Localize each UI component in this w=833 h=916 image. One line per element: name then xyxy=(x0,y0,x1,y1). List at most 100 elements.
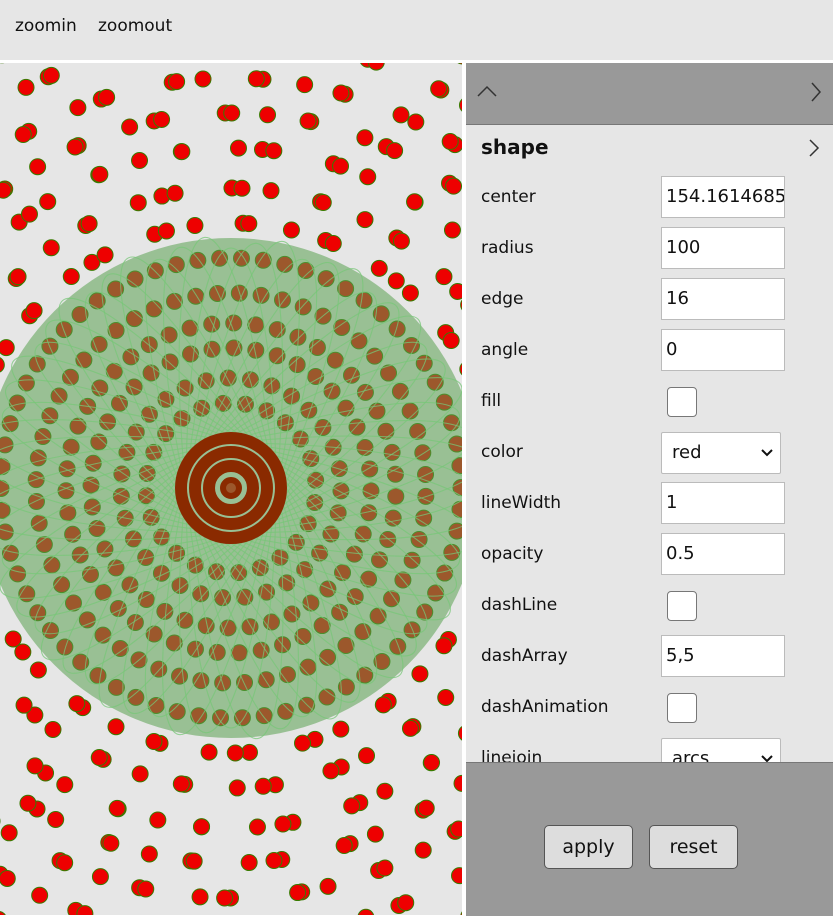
field-label: center xyxy=(481,187,536,207)
drawing-shape xyxy=(158,223,174,239)
drawing-shape xyxy=(446,178,462,194)
drawing-shape xyxy=(436,638,452,654)
collapse-icon[interactable] xyxy=(478,87,496,96)
checkbox[interactable] xyxy=(667,591,697,621)
drawing-shape xyxy=(443,333,459,349)
drawing-shape xyxy=(63,269,79,285)
drawing-shape xyxy=(32,887,48,903)
drawing-shape xyxy=(461,908,462,915)
select-value: arcs xyxy=(672,748,709,762)
field-label: color xyxy=(481,442,523,462)
text-input[interactable]: 0 xyxy=(661,329,785,371)
apply-button[interactable]: apply xyxy=(544,825,633,869)
drawing-shape xyxy=(48,811,64,827)
drawing-shape xyxy=(295,735,311,751)
text-input[interactable]: 5,5 xyxy=(661,635,785,677)
drawing-shape xyxy=(18,79,34,95)
drawing-shape xyxy=(454,63,462,64)
drawing-shape xyxy=(173,776,189,792)
zoomin-button[interactable]: zoomin xyxy=(15,16,77,36)
drawing-shape xyxy=(122,119,138,135)
field-label: dashAnimation xyxy=(481,697,609,717)
drawing-shape xyxy=(283,222,299,238)
drawing-shape xyxy=(368,63,384,70)
drawing-shape xyxy=(43,67,59,83)
select-box[interactable]: arcs xyxy=(661,738,781,762)
checkbox[interactable] xyxy=(667,693,697,723)
drawing-shape xyxy=(150,812,166,828)
drawing-shape xyxy=(108,719,124,735)
drawing-shape xyxy=(27,758,43,774)
drawing-shape xyxy=(452,868,462,884)
drawing-shape xyxy=(336,838,352,854)
field-label: lineWidth xyxy=(481,493,561,513)
drawing-shape xyxy=(40,194,56,210)
drawing-shape xyxy=(99,89,115,105)
drawing-shape xyxy=(1,825,17,841)
drawing-shape xyxy=(20,795,36,811)
drawing-shape xyxy=(450,283,462,299)
text-input[interactable]: 16 xyxy=(661,278,785,320)
text-input[interactable]: 100 xyxy=(661,227,785,269)
drawing-shape xyxy=(141,846,157,862)
drawing-shape xyxy=(30,662,46,678)
drawing-shape xyxy=(431,81,447,97)
zoomout-button[interactable]: zoomout xyxy=(98,16,172,36)
drawing-shape xyxy=(45,721,61,737)
drawing-shape xyxy=(21,206,37,222)
drawing-shape xyxy=(146,734,162,750)
section-chevron[interactable] xyxy=(806,137,822,159)
panel-footer: apply reset xyxy=(466,762,833,916)
panel-header xyxy=(466,63,833,125)
reset-button[interactable]: reset xyxy=(649,825,738,869)
drawing-shape xyxy=(187,217,203,233)
drawing-shape xyxy=(357,130,373,146)
drawing-shape xyxy=(402,285,418,301)
field-label: dashLine xyxy=(481,595,557,615)
text-input[interactable]: 1 xyxy=(661,482,785,524)
drawing-shape xyxy=(333,85,349,101)
drawing-shape xyxy=(418,800,434,816)
drawing-shape xyxy=(458,725,462,741)
drawing-shape xyxy=(186,853,202,869)
text-input[interactable]: 0.5 xyxy=(661,533,785,575)
text-input[interactable]: 154.16146850 xyxy=(661,176,785,218)
expand-icon[interactable] xyxy=(812,83,820,101)
field-label: angle xyxy=(481,340,528,360)
drawing-shape xyxy=(275,816,291,832)
field-label: fill xyxy=(481,391,501,411)
drawing-shape xyxy=(454,775,462,791)
drawing-shape xyxy=(16,697,32,713)
drawing-shape xyxy=(266,143,282,159)
drawing-shape xyxy=(0,911,6,915)
drawing-shape xyxy=(375,697,391,713)
drawing-shape xyxy=(167,185,183,201)
select-arrow xyxy=(760,753,774,762)
drawing-shape xyxy=(0,870,15,886)
drawing-shape xyxy=(234,180,250,196)
drawing-shape xyxy=(290,885,306,901)
checkbox[interactable] xyxy=(667,387,697,417)
drawing-shape xyxy=(377,860,393,876)
drawing-shape xyxy=(367,826,383,842)
drawing-shape xyxy=(388,273,404,289)
select-value: red xyxy=(672,442,702,463)
drawing-shape xyxy=(57,855,73,871)
drawing-shape xyxy=(194,819,210,835)
field-label: radius xyxy=(481,238,534,258)
drawing-shape xyxy=(0,340,14,356)
drawing-shape xyxy=(300,113,316,129)
drawing-shape xyxy=(103,835,119,851)
drawing-shape xyxy=(192,889,208,905)
drawing-shape xyxy=(43,240,59,256)
drawing-shape xyxy=(241,855,257,871)
drawing-shape xyxy=(229,780,245,796)
drawing-shape xyxy=(224,105,240,121)
drawing-shape xyxy=(97,247,113,263)
select-box[interactable]: red xyxy=(661,432,781,474)
drawing-shape xyxy=(248,71,264,87)
drawing-shape xyxy=(30,159,46,175)
drawing-shape xyxy=(436,269,452,285)
drawing-shape xyxy=(169,74,185,90)
